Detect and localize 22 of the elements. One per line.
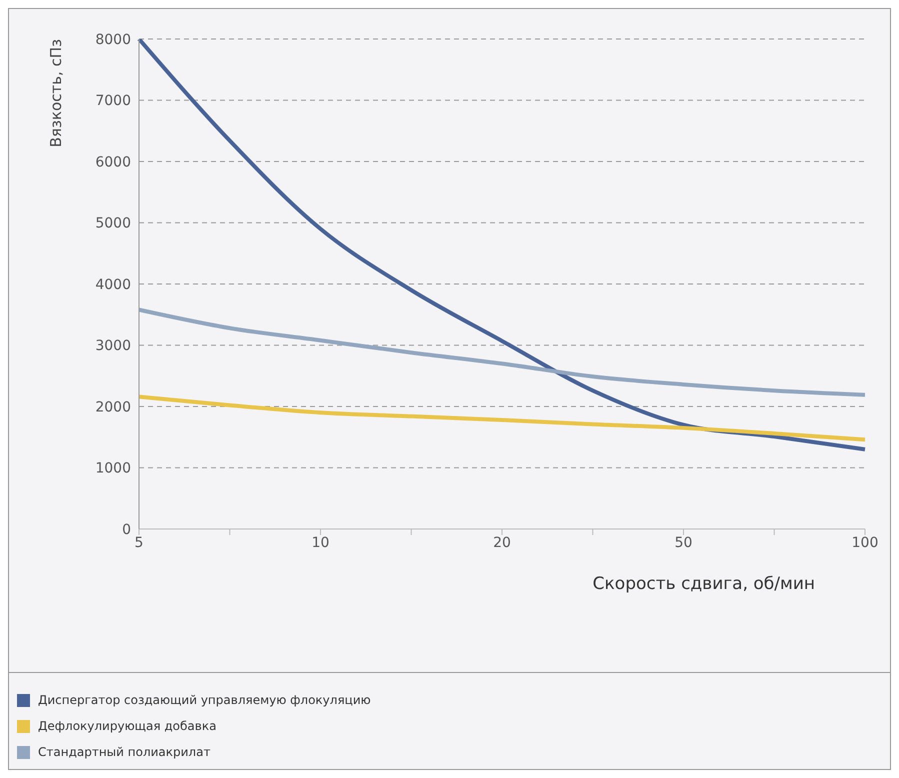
line-series: [137, 308, 867, 397]
line-series: [137, 39, 867, 452]
x-tick-label: 5: [134, 534, 144, 551]
x-tick-label: 10: [312, 534, 330, 551]
x-tick-label: 100: [852, 534, 878, 551]
y-axis-title: Вязкость, сПз: [47, 38, 65, 148]
y-tick-label: 4000: [95, 276, 131, 293]
y-tick-label: 3000: [95, 338, 131, 354]
x-axis-title: Скорость сдвига, об/мин: [592, 574, 815, 594]
y-tick-label: 1000: [95, 460, 131, 477]
y-tick-label: 2000: [95, 399, 131, 416]
y-tick-label: 7000: [95, 93, 131, 110]
legend-label: Диспергатор создающий управляемую флокуляцию: [38, 693, 371, 707]
x-tick-label: 50: [674, 534, 692, 551]
y-tick-label: 5000: [95, 216, 131, 232]
x-tick-label: 20: [493, 534, 511, 551]
line-series: [137, 394, 867, 442]
legend-label: Стандартный полиакрилат: [38, 745, 210, 759]
legend-label: Дефлокулирующая добавка: [38, 719, 216, 733]
y-tick-label: 8000: [95, 32, 131, 48]
y-tick-label: 6000: [95, 154, 131, 170]
y-tick-label: 0: [122, 522, 131, 538]
